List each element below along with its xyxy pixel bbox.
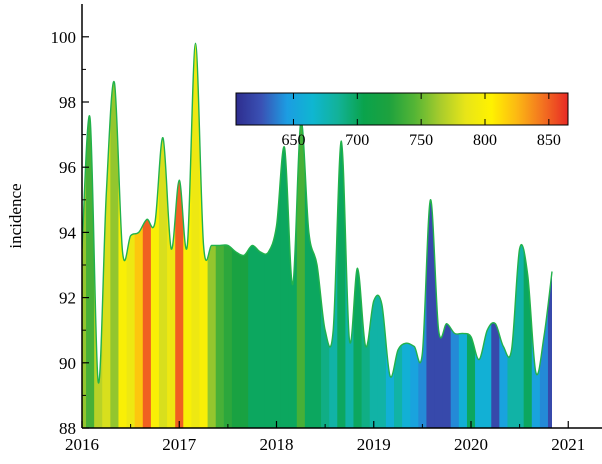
color-band (126, 43, 136, 428)
color-band (231, 43, 241, 428)
color-band (134, 43, 144, 428)
color-band (215, 43, 225, 428)
color-band (450, 43, 460, 428)
color-band (539, 43, 549, 428)
x-tick-label: 2021 (551, 435, 585, 454)
y-tick-label: 98 (59, 93, 76, 112)
color-band (475, 43, 484, 428)
color-band (118, 43, 128, 428)
color-band (94, 43, 103, 428)
color-band (547, 43, 553, 428)
color-band (499, 43, 509, 428)
color-band (458, 43, 468, 428)
color-band (361, 43, 371, 428)
color-band (175, 43, 184, 428)
colorbar-gradient (235, 92, 569, 126)
colorbar-tick-label: 700 (345, 132, 369, 149)
color-band (312, 43, 322, 428)
x-tick-label: 2019 (357, 435, 391, 454)
color-band (191, 43, 201, 428)
y-tick-label: 100 (51, 28, 77, 47)
x-tick-label: 2017 (162, 435, 197, 454)
colorbar-tick-label: 850 (537, 132, 561, 149)
color-band (240, 43, 249, 428)
color-band (345, 43, 355, 428)
colorbar-ticks: 650 700 750 800 850 (281, 93, 561, 149)
color-band (329, 43, 338, 428)
color-band (223, 43, 233, 428)
color-band (353, 43, 363, 428)
color-bands (82, 43, 553, 428)
color-band (256, 43, 265, 428)
color-band (102, 43, 111, 428)
plot-area (82, 42, 553, 428)
color-band (199, 43, 209, 428)
x-tick-label: 2018 (260, 435, 294, 454)
color-band (150, 43, 160, 428)
color-band (183, 43, 193, 428)
color-band (402, 43, 411, 428)
color-band (110, 43, 120, 428)
color-band (531, 43, 541, 428)
color-band (86, 43, 95, 428)
color-band (515, 43, 525, 428)
color-band (434, 43, 444, 428)
color-band (491, 43, 500, 428)
color-band (248, 43, 257, 428)
color-band (304, 43, 314, 428)
x-tick-label: 2016 (65, 435, 99, 454)
color-band (296, 43, 306, 428)
colorbar-tick-label: 650 (281, 132, 305, 149)
y-axis-title: incidence (6, 183, 25, 248)
color-band (207, 43, 217, 428)
y-tick-label: 92 (59, 289, 76, 308)
color-band (507, 43, 517, 428)
colorbar: 650 700 750 800 850 (235, 92, 569, 149)
y-tick-label: 88 (59, 419, 76, 438)
color-band (264, 43, 274, 428)
color-band (337, 43, 347, 428)
color-band (442, 43, 452, 428)
color-band (523, 43, 533, 428)
color-band (418, 43, 428, 428)
color-band (272, 43, 282, 428)
y-tick-label: 90 (59, 354, 76, 373)
color-band (385, 43, 395, 428)
x-axis-ticks: 2016 2017 2018 2019 2020 2021 (65, 421, 585, 454)
color-band (483, 43, 492, 428)
color-band (280, 43, 290, 428)
color-band (142, 43, 152, 428)
color-band (369, 43, 379, 428)
y-tick-label: 96 (59, 158, 76, 177)
y-tick-label: 94 (59, 223, 77, 242)
series-outline (82, 42, 553, 384)
color-band (426, 43, 436, 428)
color-band (158, 43, 168, 428)
colorbar-tick-label: 800 (473, 132, 497, 149)
color-band (321, 43, 330, 428)
x-tick-label: 2020 (454, 435, 488, 454)
colorbar-tick-label: 750 (409, 132, 433, 149)
color-band (410, 43, 419, 428)
color-band (82, 43, 87, 428)
y-axis-ticks: 88 90 92 94 96 98 100 (51, 28, 89, 438)
color-band (377, 43, 387, 428)
color-band (466, 43, 476, 428)
